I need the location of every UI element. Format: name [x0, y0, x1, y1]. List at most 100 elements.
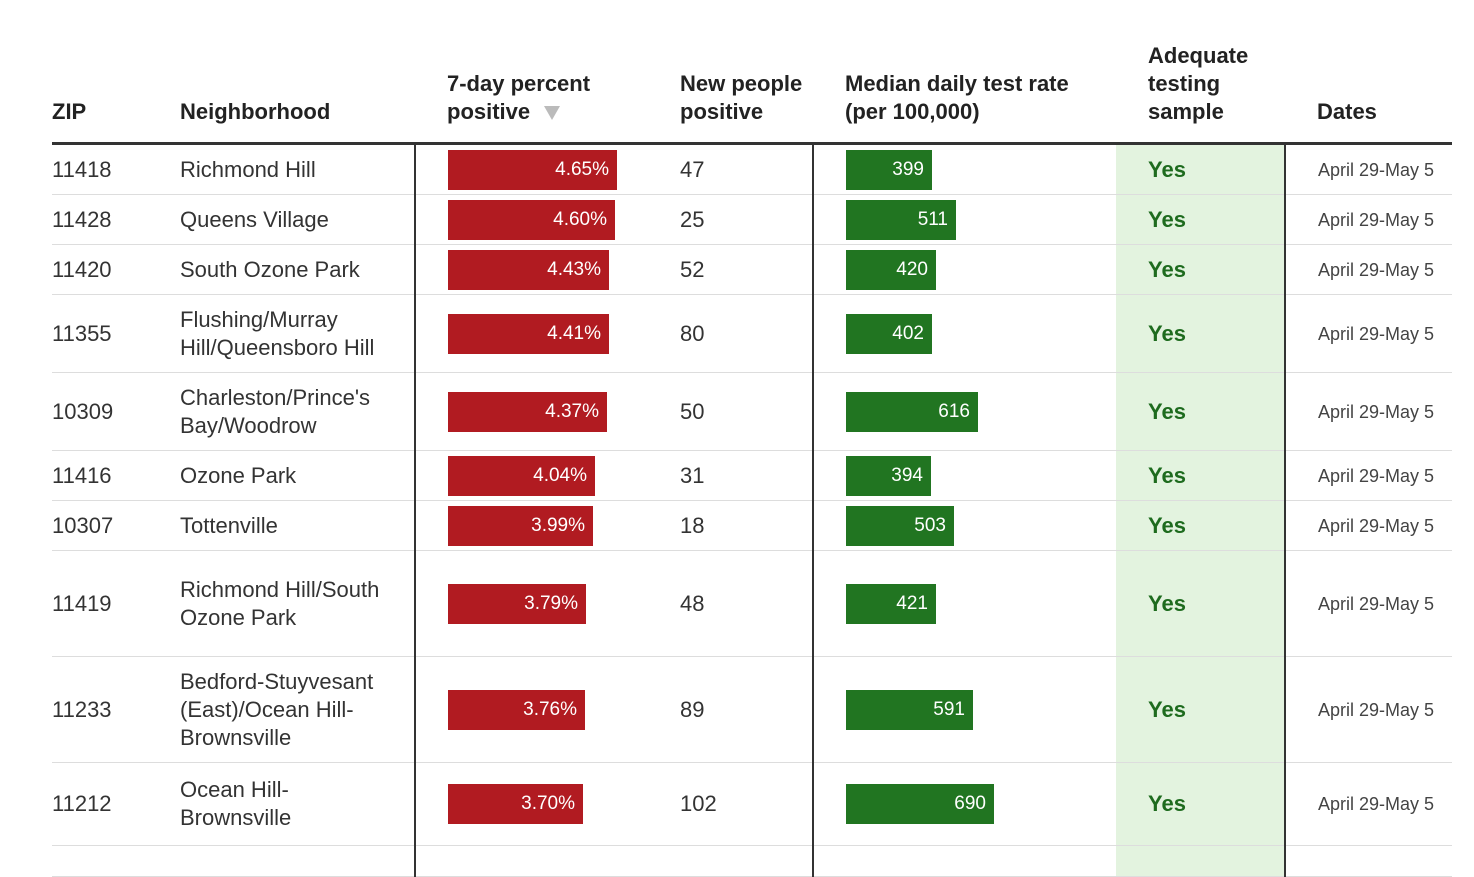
table-body: 11418 Richmond Hill 4.65% 47 399 Yes April 29-…: [52, 143, 1452, 877]
column-header-new-positive-label: New people positive: [680, 71, 803, 124]
percent-positive-bar: 3.70%: [448, 784, 583, 824]
cell-new-positive: 47: [662, 143, 813, 195]
cell-test-rate: 511: [812, 194, 1116, 245]
cell-empty: [414, 845, 662, 877]
cell-adequate-sample: Yes: [1116, 500, 1286, 551]
cell-new-positive: 102: [662, 762, 813, 846]
cell-test-rate: 616: [812, 372, 1116, 451]
cell-dates: April 29-May 5: [1285, 194, 1452, 245]
data-table-wrapper: ZIP Neighborhood 7-day percent positive …: [52, 0, 1452, 877]
cell-neighborhood: Tottenville: [180, 500, 415, 551]
table-row[interactable]: 11212 Ocean Hill-Brownsville 3.70% 102 690 Ye…: [52, 762, 1452, 846]
percent-positive-bar: 4.60%: [448, 199, 615, 240]
column-header-dates[interactable]: Dates: [1285, 0, 1452, 145]
cell-neighborhood: Flushing/Murray Hill/Queensboro Hill: [180, 294, 415, 373]
percent-positive-bar: 4.41%: [448, 313, 609, 354]
cell-zip: 11233: [52, 656, 180, 763]
table-row[interactable]: 10307 Tottenville 3.99% 18 503 Yes April 29-Ma…: [52, 500, 1452, 551]
cell-empty: [662, 845, 813, 877]
cell-test-rate: 690: [812, 762, 1116, 846]
column-header-new-positive[interactable]: New people positive: [662, 0, 813, 145]
test-rate-bar: 402: [846, 313, 932, 354]
table-row[interactable]: 11355 Flushing/Murray Hill/Queensboro Hil…: [52, 294, 1452, 373]
cell-percent-positive: 3.79%: [414, 550, 662, 657]
cell-zip: 11355: [52, 294, 180, 373]
cell-test-rate: 399: [812, 143, 1116, 195]
cell-percent-positive: 4.37%: [414, 372, 662, 451]
test-rate-bar: 421: [846, 583, 936, 624]
cell-dates: April 29-May 5: [1285, 244, 1452, 295]
percent-positive-bar: 3.79%: [448, 583, 586, 624]
header-row: ZIP Neighborhood 7-day percent positive …: [52, 0, 1452, 145]
cell-neighborhood: South Ozone Park: [180, 244, 415, 295]
cell-dates: April 29-May 5: [1285, 294, 1452, 373]
percent-positive-bar: 3.99%: [448, 505, 593, 546]
cell-neighborhood: Charleston/Prince's Bay/Woodrow: [180, 372, 415, 451]
column-header-test-rate-label: Median daily test rate (per 100,000): [845, 71, 1069, 124]
cell-zip: 11420: [52, 244, 180, 295]
percent-positive-bar: 4.65%: [448, 149, 617, 190]
percent-positive-bar: 4.37%: [448, 391, 607, 432]
table-row-partial: [52, 845, 1452, 877]
cell-dates: April 29-May 5: [1285, 372, 1452, 451]
cell-dates: April 29-May 5: [1285, 656, 1452, 763]
cell-zip: 11428: [52, 194, 180, 245]
cell-adequate-sample: Yes: [1116, 656, 1286, 763]
column-header-dates-label: Dates: [1317, 99, 1377, 124]
cell-new-positive: 31: [662, 450, 813, 501]
cell-new-positive: 18: [662, 500, 813, 551]
cell-percent-positive: 4.65%: [414, 143, 662, 195]
cell-adequate-sample: Yes: [1116, 450, 1286, 501]
cell-neighborhood: Richmond Hill/South Ozone Park: [180, 550, 415, 657]
cell-dates: April 29-May 5: [1285, 143, 1452, 195]
cell-new-positive: 50: [662, 372, 813, 451]
table-row[interactable]: 11428 Queens Village 4.60% 25 511 Yes April 29…: [52, 194, 1452, 245]
table-row[interactable]: 10309 Charleston/Prince's Bay/Woodrow 4.37…: [52, 372, 1452, 451]
column-header-adequate-sample-label: Adequate testing sample: [1148, 43, 1249, 124]
column-header-zip[interactable]: ZIP: [52, 0, 180, 145]
test-rate-bar: 591: [846, 689, 973, 730]
cell-percent-positive: 4.60%: [414, 194, 662, 245]
column-header-zip-label: ZIP: [52, 99, 87, 124]
column-header-percent-positive[interactable]: 7-day percent positive: [415, 0, 662, 145]
test-rate-bar: 616: [846, 391, 978, 432]
cell-new-positive: 52: [662, 244, 813, 295]
cell-adequate-sample: Yes: [1116, 143, 1286, 195]
table-row[interactable]: 11418 Richmond Hill 4.65% 47 399 Yes April 29-…: [52, 143, 1452, 195]
column-header-adequate-sample[interactable]: Adequate testing sample: [1116, 0, 1285, 145]
cell-percent-positive: 3.76%: [414, 656, 662, 763]
cell-zip: 11212: [52, 762, 180, 846]
sort-descending-icon[interactable]: [544, 106, 561, 121]
percent-positive-bar: 3.76%: [448, 689, 585, 730]
test-rate-bar: 503: [846, 505, 954, 546]
cell-percent-positive: 4.04%: [414, 450, 662, 501]
cell-neighborhood: Ocean Hill-Brownsville: [180, 762, 415, 846]
cell-zip: 11419: [52, 550, 180, 657]
cell-empty: [180, 845, 415, 877]
table-row[interactable]: 11233 Bedford-Stuyvesant (East)/Ocean Hil…: [52, 656, 1452, 763]
cell-zip: 10307: [52, 500, 180, 551]
test-rate-bar: 511: [846, 199, 956, 240]
cell-zip: 10309: [52, 372, 180, 451]
cell-adequate-sample: Yes: [1116, 294, 1286, 373]
cell-empty: [812, 845, 1116, 877]
test-rate-bar: 690: [846, 784, 994, 824]
cell-empty: [1285, 845, 1452, 877]
column-header-test-rate[interactable]: Median daily test rate (per 100,000): [813, 0, 1116, 145]
cell-percent-positive: 4.41%: [414, 294, 662, 373]
table-row[interactable]: 11416 Ozone Park 4.04% 31 394 Yes April 29-May…: [52, 450, 1452, 501]
table-row[interactable]: 11420 South Ozone Park 4.43% 52 420 Yes April …: [52, 244, 1452, 295]
cell-percent-positive: 4.43%: [414, 244, 662, 295]
column-header-neighborhood[interactable]: Neighborhood: [180, 0, 415, 145]
column-header-percent-positive-label: 7-day percent positive: [447, 71, 591, 124]
table-row[interactable]: 11419 Richmond Hill/South Ozone Park 3.79%…: [52, 550, 1452, 657]
zip-positivity-table: ZIP Neighborhood 7-day percent positive …: [52, 0, 1452, 877]
cell-test-rate: 394: [812, 450, 1116, 501]
cell-adequate-sample: Yes: [1116, 550, 1286, 657]
cell-adequate-sample: Yes: [1116, 194, 1286, 245]
test-rate-bar: 399: [846, 149, 932, 190]
cell-neighborhood: Bedford-Stuyvesant (East)/Ocean Hill-Bro…: [180, 656, 415, 763]
cell-dates: April 29-May 5: [1285, 550, 1452, 657]
test-rate-bar: 394: [846, 455, 931, 496]
cell-new-positive: 80: [662, 294, 813, 373]
